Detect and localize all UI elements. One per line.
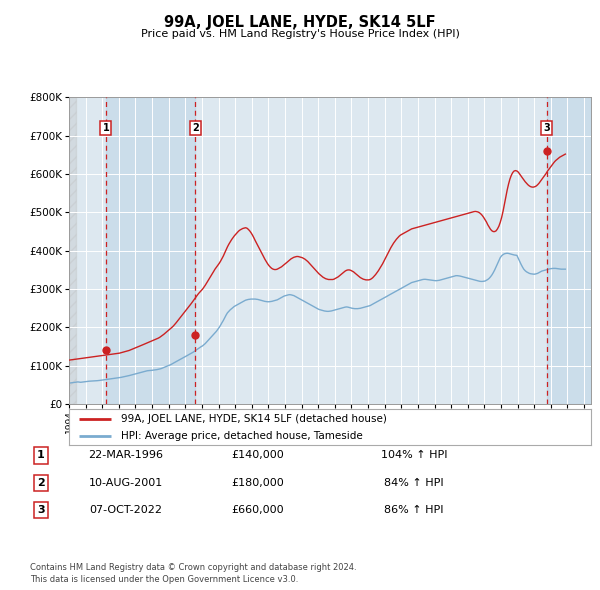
Bar [69,97,76,404]
Text: 3: 3 [37,505,44,514]
Text: 99A, JOEL LANE, HYDE, SK14 5LF (detached house): 99A, JOEL LANE, HYDE, SK14 5LF (detached… [121,414,387,424]
Text: 07-OCT-2022: 07-OCT-2022 [89,505,163,514]
Bar [547,97,591,404]
Text: 1: 1 [103,123,109,133]
Text: 2: 2 [37,478,44,487]
Text: 84% ↑ HPI: 84% ↑ HPI [384,478,444,487]
Text: 3: 3 [544,123,550,133]
Text: 104% ↑ HPI: 104% ↑ HPI [381,451,447,460]
Text: £660,000: £660,000 [232,505,284,514]
Text: Contains HM Land Registry data © Crown copyright and database right 2024.
This d: Contains HM Land Registry data © Crown c… [30,563,356,584]
Text: 22-MAR-1996: 22-MAR-1996 [89,451,163,460]
Text: 99A, JOEL LANE, HYDE, SK14 5LF: 99A, JOEL LANE, HYDE, SK14 5LF [164,15,436,30]
Text: 86% ↑ HPI: 86% ↑ HPI [384,505,444,514]
Text: Price paid vs. HM Land Registry's House Price Index (HPI): Price paid vs. HM Land Registry's House … [140,30,460,39]
Text: 1: 1 [37,451,44,460]
Text: 10-AUG-2001: 10-AUG-2001 [89,478,163,487]
Text: HPI: Average price, detached house, Tameside: HPI: Average price, detached house, Tame… [121,431,363,441]
Text: £140,000: £140,000 [232,451,284,460]
Bar [106,97,196,404]
Text: 2: 2 [192,123,199,133]
Text: £180,000: £180,000 [232,478,284,487]
